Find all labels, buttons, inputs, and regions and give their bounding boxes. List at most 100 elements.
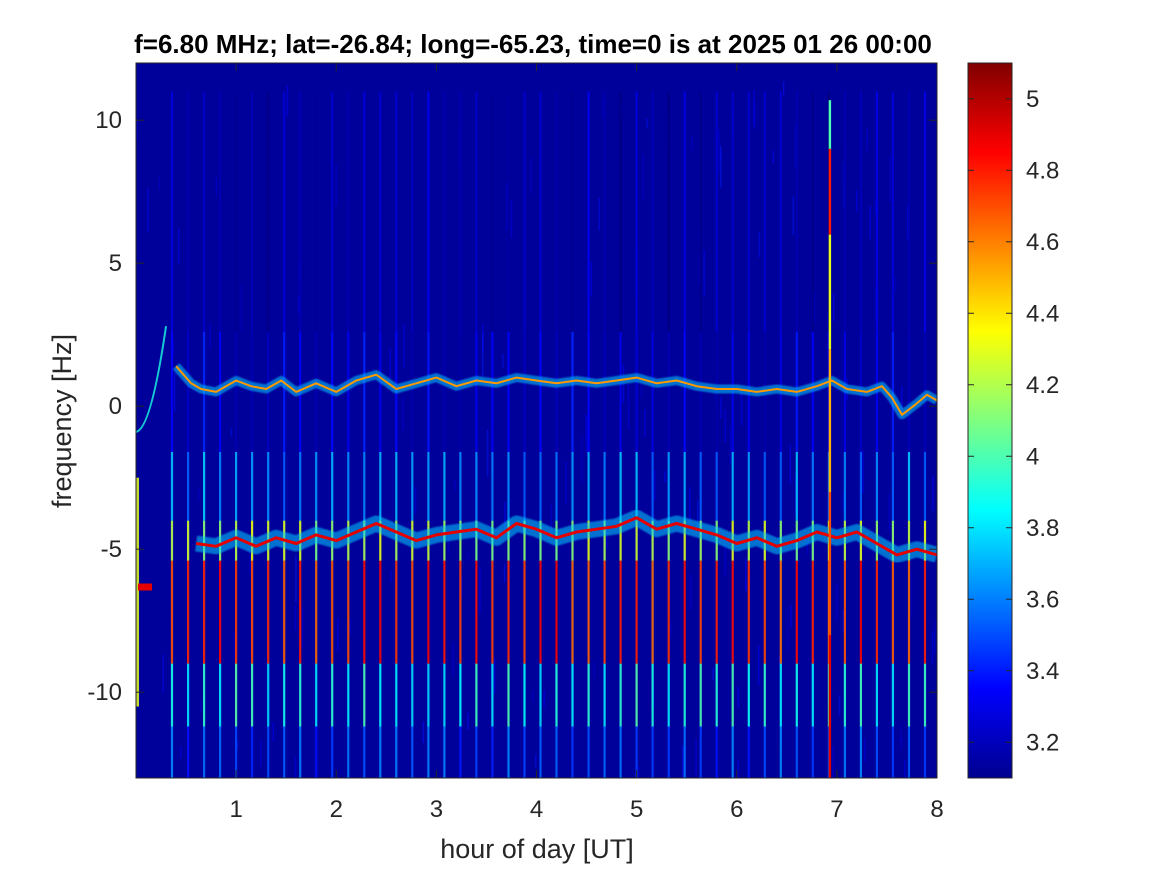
- noise-streak: [790, 605, 792, 628]
- striation-band: [475, 331, 478, 452]
- striation-band: [427, 663, 430, 727]
- colorbar-ticks: 3.2 3.4 3.6 3.8 4 4.2 4.4 4.6 4.8 5: [968, 86, 1059, 756]
- striation-band: [651, 560, 654, 664]
- striation-band: [667, 726, 670, 778]
- striation-band: [459, 726, 462, 778]
- spike-segment: [828, 635, 832, 778]
- striation-band: [315, 331, 318, 452]
- striation-band: [315, 452, 318, 521]
- noise-streak: [349, 618, 351, 636]
- striation-band: [907, 726, 911, 778]
- spike-segment: [828, 100, 832, 149]
- striation-band: [219, 560, 222, 664]
- noise-streak: [864, 738, 866, 762]
- striation-band: [763, 726, 766, 778]
- striation-band: [539, 520, 542, 561]
- striation-band: [507, 663, 510, 727]
- striation-band: [811, 91, 814, 332]
- noise-streak: [813, 292, 815, 323]
- striation-band: [891, 452, 894, 521]
- noise-streak: [689, 573, 692, 611]
- noise-streak: [136, 119, 138, 140]
- striation-band: [363, 452, 366, 521]
- striation-band: [331, 452, 334, 521]
- striation-band: [507, 726, 510, 778]
- noise-streak: [698, 253, 701, 286]
- striation-band: [299, 726, 302, 778]
- striation-band: [315, 726, 318, 778]
- striation-band: [699, 726, 702, 778]
- noise-streak: [422, 721, 425, 744]
- striation-band: [170, 560, 174, 664]
- noise-streak: [862, 450, 864, 494]
- noise-streak: [640, 372, 643, 398]
- striation-band: [363, 520, 366, 561]
- striation-band: [795, 726, 798, 778]
- noise-streak: [838, 695, 841, 716]
- striation-band: [763, 560, 766, 664]
- noise-streak: [503, 564, 506, 583]
- noise-streak: [598, 197, 601, 231]
- striation-band: [235, 726, 238, 778]
- noise-streak: [740, 389, 743, 426]
- striation-band: [523, 520, 526, 561]
- striation-band: [347, 663, 350, 727]
- striation-band: [891, 726, 894, 778]
- striation-band: [187, 331, 190, 452]
- striation-band: [379, 452, 382, 521]
- striation-band: [411, 663, 414, 727]
- striation-band: [763, 452, 766, 521]
- striation-band: [907, 452, 911, 521]
- striation-band: [651, 331, 654, 452]
- striation-band: [299, 560, 302, 664]
- striation-band: [923, 91, 927, 332]
- noise-streak: [458, 128, 460, 169]
- noise-streak: [249, 547, 251, 575]
- striation-band: [843, 663, 846, 727]
- striation-band: [859, 726, 862, 778]
- spike-segment: [828, 349, 832, 492]
- x-tick-label: 2: [330, 796, 343, 823]
- striation-band: [747, 560, 750, 664]
- noise-streak: [504, 502, 506, 532]
- striation-band: [811, 726, 814, 778]
- lower-trace-line: [195, 516, 937, 557]
- noise-streak: [215, 177, 218, 197]
- striation-band: [491, 560, 494, 664]
- striation-band: [427, 726, 430, 778]
- striation-band: [795, 560, 798, 664]
- noise-streak: [147, 188, 149, 233]
- striation-band: [235, 452, 238, 521]
- striation-band: [843, 560, 846, 664]
- striation-band: [731, 91, 734, 332]
- noise-streak: [758, 645, 760, 686]
- noise-streak: [581, 434, 583, 483]
- striation-band: [363, 91, 366, 332]
- noise-streak: [627, 383, 630, 430]
- colorbar-tick-label: 4.4: [1026, 300, 1059, 327]
- striation-band: [619, 520, 622, 561]
- colorbar-tick-label: 5: [1026, 86, 1039, 113]
- striation-band: [859, 452, 862, 521]
- noise-streak: [806, 540, 809, 555]
- noise-streak: [601, 98, 604, 119]
- striation-band: [795, 452, 798, 521]
- noise-streak: [866, 128, 868, 152]
- noise-streak: [414, 487, 417, 515]
- striation-band: [491, 663, 494, 727]
- spike-segment: [828, 234, 832, 349]
- striation-band: [283, 726, 286, 778]
- striation-band: [379, 520, 382, 561]
- striation-band: [635, 91, 638, 332]
- noise-streak: [899, 726, 902, 742]
- striation-band: [395, 91, 398, 332]
- noise-streak: [502, 354, 504, 368]
- noise-streak: [745, 558, 747, 592]
- noise-streak: [565, 461, 567, 505]
- striation-band: [267, 726, 270, 778]
- striation-band: [779, 726, 782, 778]
- striation-band: [539, 91, 542, 332]
- striation-band: [235, 331, 238, 452]
- striation-band: [635, 663, 638, 727]
- noise-streak: [888, 494, 891, 531]
